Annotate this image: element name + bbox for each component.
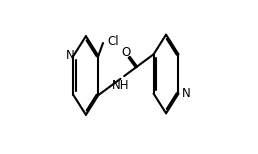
Text: N: N bbox=[66, 49, 75, 62]
Text: NH: NH bbox=[112, 79, 129, 92]
Text: N: N bbox=[182, 87, 191, 100]
Text: Cl: Cl bbox=[107, 35, 119, 48]
Text: O: O bbox=[122, 46, 131, 59]
